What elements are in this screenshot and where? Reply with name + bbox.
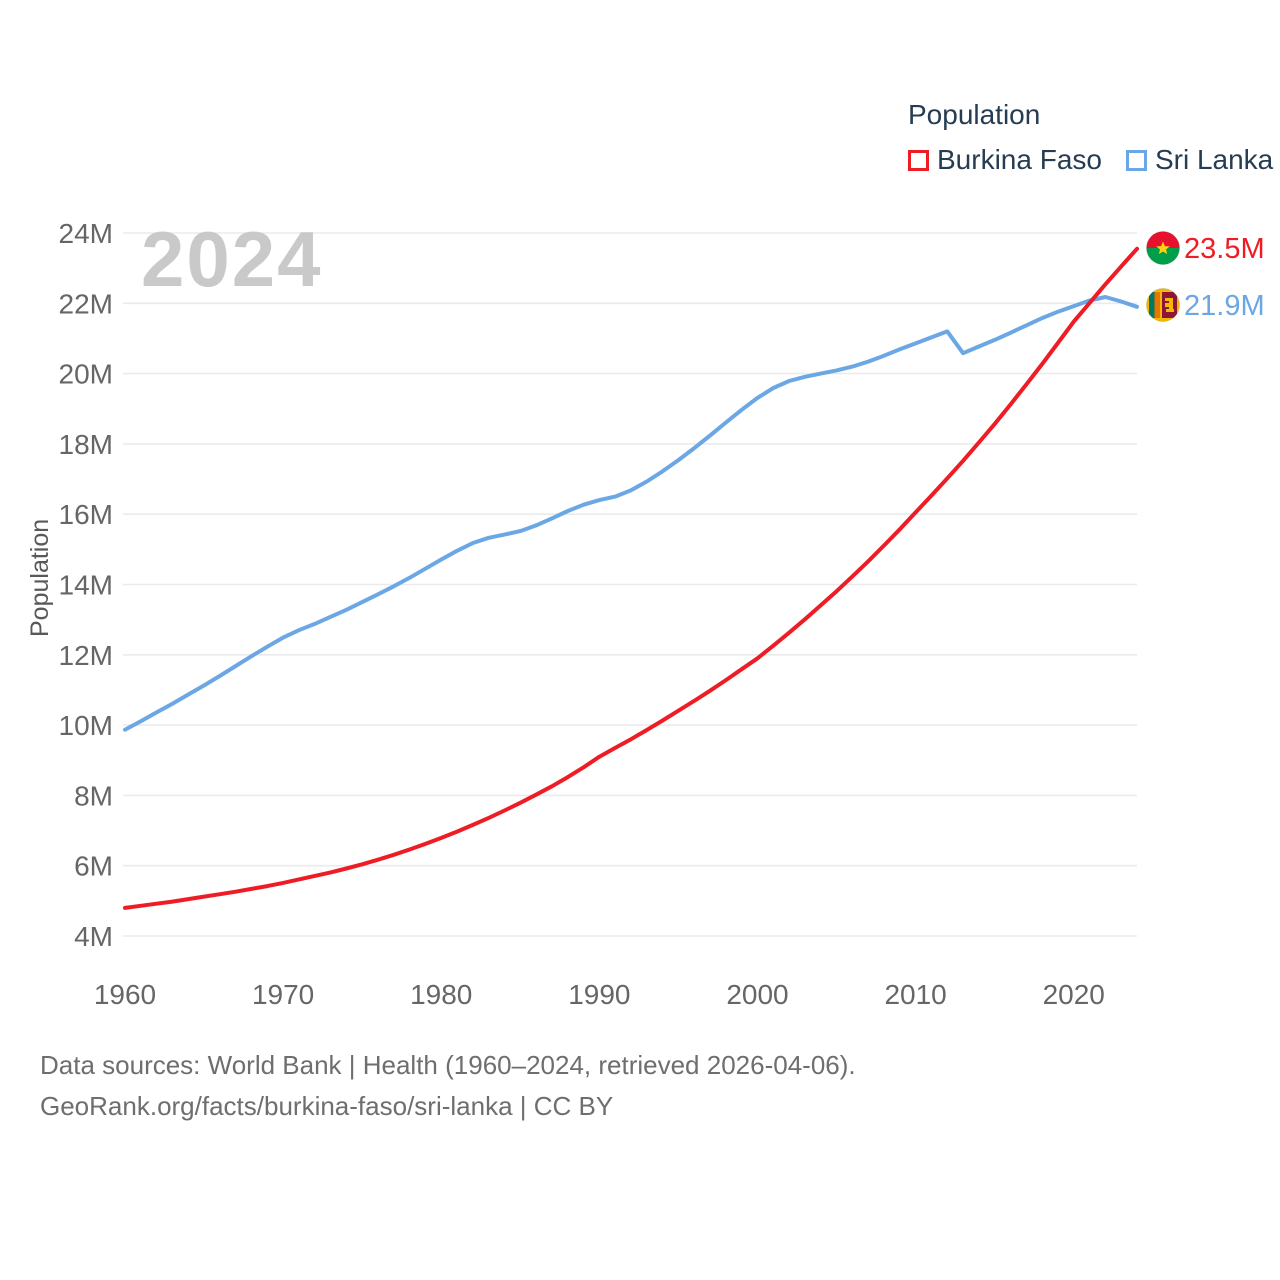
y-tick-label: 22M — [59, 288, 113, 319]
x-tick-label: 2000 — [726, 979, 788, 1010]
y-tick-label: 24M — [59, 218, 113, 249]
chart-legend: Population Burkina Faso Sri Lanka — [908, 99, 1273, 176]
y-axis-title: Population — [26, 518, 54, 638]
legend-label: Burkina Faso — [937, 144, 1102, 175]
series-line-burkina-faso — [123, 246, 1139, 910]
legend-title: Population — [908, 99, 1041, 130]
sri-lanka-swatch-icon — [1125, 149, 1147, 171]
population-line-chart: 4M 6M 8M 10M 12M 14M 16M 18M 20M 22M 24M 1960 1970 19… — [59, 218, 1139, 1010]
burkina-faso-swatch-icon — [908, 149, 929, 171]
x-tick-label: 1970 — [252, 979, 314, 1010]
burkina-faso-end-value: 23.5M — [1184, 233, 1265, 265]
year-watermark: 2024 — [141, 215, 323, 303]
y-tick-label: 8M — [74, 780, 113, 811]
y-tick-label: 12M — [59, 640, 113, 671]
y-tick-label: 20M — [59, 359, 113, 390]
legend-row: Burkina Faso Sri Lanka — [908, 144, 1273, 176]
x-tick-label: 1990 — [568, 979, 630, 1010]
burkina-faso-flag-icon — [1146, 231, 1180, 265]
source-attribution: Data sources: World Bank | Health (1960–… — [40, 1045, 856, 1127]
x-tick-label: 2020 — [1043, 979, 1105, 1010]
x-tick-label: 1980 — [410, 979, 472, 1010]
y-tick-label: 16M — [59, 499, 113, 530]
series-line-sri-lanka — [123, 295, 1139, 732]
y-tick-label: 18M — [59, 429, 113, 460]
legend-label: Sri Lanka — [1154, 144, 1274, 175]
y-tick-label: 10M — [59, 710, 113, 741]
y-tick-label: 14M — [59, 570, 113, 601]
legend-item-burkina-faso[interactable]: Burkina Faso — [908, 144, 1102, 176]
georank-url-line: GeoRank.org/facts/burkina-faso/sri-lanka… — [40, 1091, 614, 1121]
sri-lanka-end-value: 21.9M — [1184, 290, 1265, 322]
y-tick-label: 4M — [74, 921, 113, 952]
sri-lanka-flag-icon — [1146, 288, 1180, 322]
x-tick-label: 1960 — [94, 979, 156, 1010]
legend-item-sri-lanka[interactable]: Sri Lanka — [1125, 144, 1274, 176]
x-tick-label: 2010 — [884, 979, 946, 1010]
data-sources-line: Data sources: World Bank | Health (1960–… — [40, 1050, 856, 1080]
y-tick-label: 6M — [74, 851, 113, 882]
